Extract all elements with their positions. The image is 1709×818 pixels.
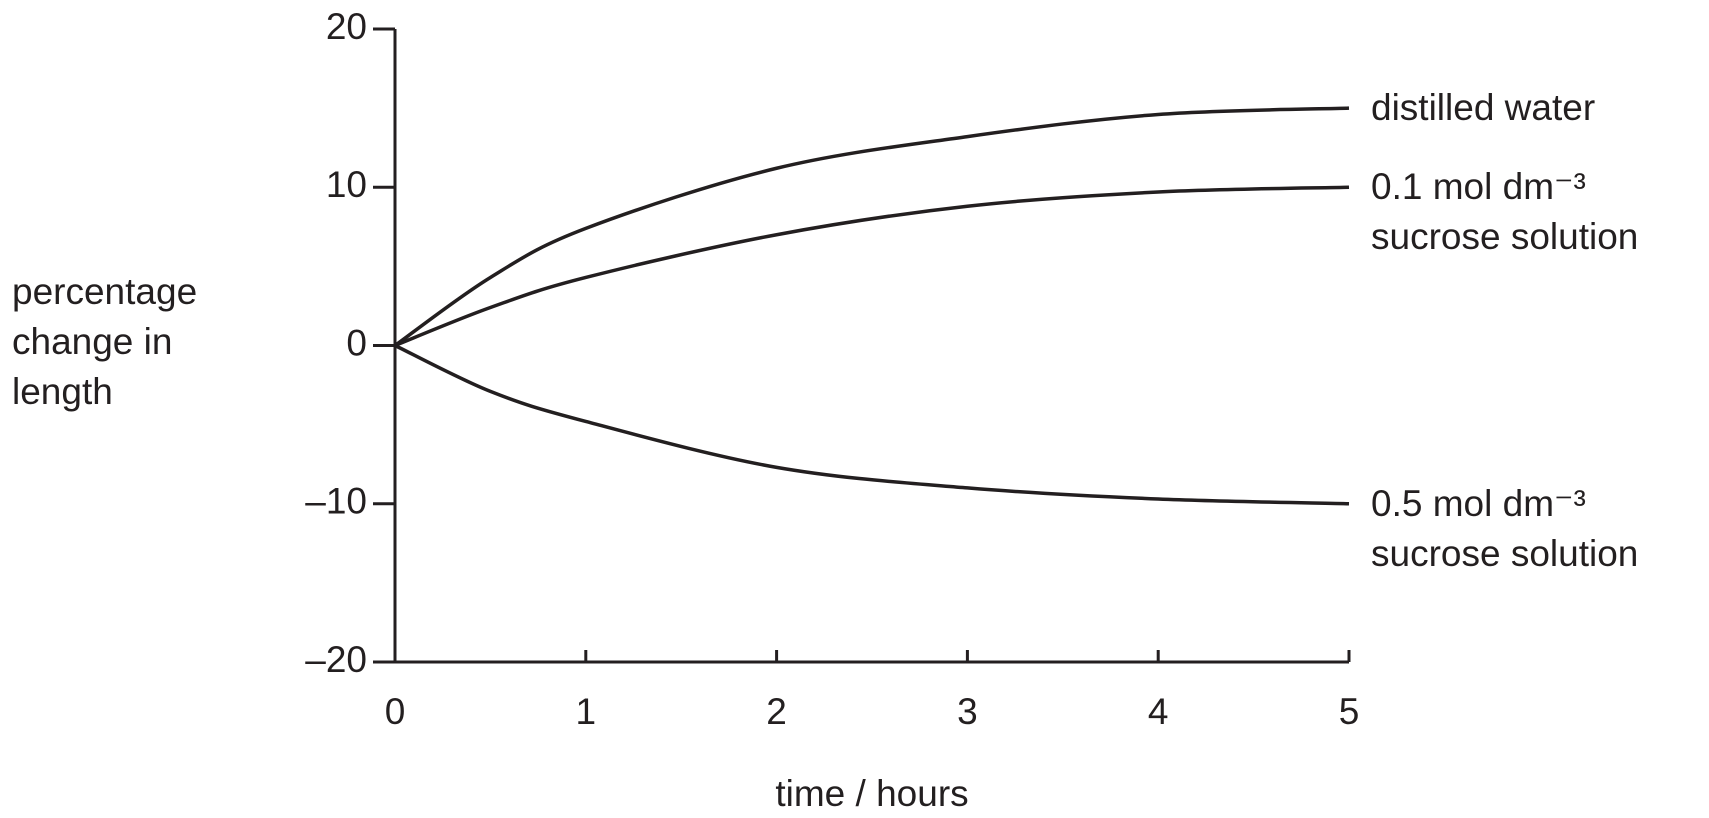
x-tick-label: 2 — [766, 691, 787, 732]
series-line — [394, 343, 1350, 506]
series-line — [394, 185, 1350, 348]
y-axis-label: percentage change in length — [12, 271, 198, 412]
x-tick-label: 0 — [385, 691, 406, 732]
x-tick-label: 5 — [1339, 691, 1360, 732]
series-label: 0.1 mol dm⁻³ sucrose solution — [1371, 166, 1639, 258]
x-axis-label: time / hours — [775, 773, 969, 814]
x-tick-label: 1 — [576, 691, 597, 732]
x-tick-label: 3 — [957, 691, 978, 732]
y-tick-label: 20 — [326, 6, 367, 47]
y-tick-label: –20 — [305, 639, 367, 680]
y-tick-label: –10 — [305, 481, 367, 522]
x-tick-label: 4 — [1148, 691, 1169, 732]
series-label: distilled water — [1371, 87, 1596, 129]
y-tick-label: 10 — [326, 164, 367, 205]
series-label: 0.5 mol dm⁻³ sucrose solution — [1371, 482, 1639, 574]
y-tick-label: 0 — [346, 322, 367, 363]
series-line — [393, 106, 1350, 347]
